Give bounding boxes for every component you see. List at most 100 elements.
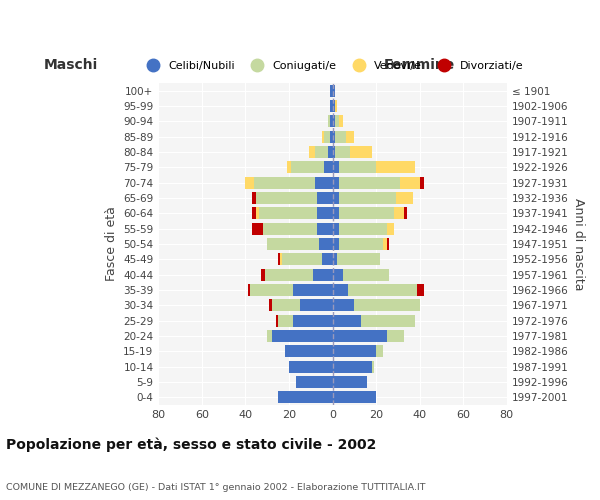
Bar: [387, 330, 404, 342]
Bar: [293, 315, 332, 326]
Bar: [267, 330, 272, 342]
Bar: [332, 346, 376, 358]
Bar: [332, 146, 335, 158]
Bar: [300, 300, 332, 312]
Bar: [267, 238, 319, 250]
Bar: [332, 268, 343, 280]
Bar: [272, 300, 300, 312]
Y-axis label: Anni di nascita: Anni di nascita: [572, 198, 585, 290]
Bar: [272, 330, 332, 342]
Bar: [350, 146, 372, 158]
Bar: [355, 300, 419, 312]
Bar: [328, 146, 332, 158]
Bar: [332, 162, 339, 173]
Bar: [308, 146, 315, 158]
Bar: [265, 268, 313, 280]
Bar: [339, 192, 395, 204]
Bar: [324, 130, 331, 142]
Bar: [339, 162, 376, 173]
Y-axis label: Fasce di età: Fasce di età: [105, 206, 118, 282]
Bar: [269, 300, 272, 312]
Bar: [335, 146, 350, 158]
Bar: [284, 346, 332, 358]
Bar: [263, 222, 317, 234]
Bar: [419, 176, 424, 188]
Bar: [343, 268, 389, 280]
Bar: [276, 315, 278, 326]
Bar: [335, 130, 346, 142]
Bar: [331, 116, 332, 128]
Bar: [296, 376, 332, 388]
Bar: [332, 222, 339, 234]
Bar: [328, 116, 331, 128]
Bar: [387, 238, 389, 250]
Bar: [332, 100, 335, 112]
Bar: [332, 300, 355, 312]
Bar: [400, 176, 419, 188]
Bar: [332, 330, 387, 342]
Bar: [256, 208, 259, 220]
Bar: [404, 208, 407, 220]
Bar: [339, 176, 400, 188]
Bar: [324, 162, 332, 173]
Bar: [331, 100, 332, 112]
Bar: [280, 254, 283, 266]
Text: Maschi: Maschi: [44, 58, 98, 71]
Bar: [383, 238, 387, 250]
Bar: [395, 192, 413, 204]
Bar: [322, 130, 324, 142]
Text: Popolazione per età, sesso e stato civile - 2002: Popolazione per età, sesso e stato civil…: [6, 438, 376, 452]
Bar: [346, 130, 355, 142]
Bar: [317, 192, 332, 204]
Text: Femmine: Femmine: [384, 58, 455, 71]
Bar: [332, 315, 361, 326]
Bar: [332, 361, 372, 373]
Bar: [332, 208, 339, 220]
Bar: [259, 208, 317, 220]
Bar: [332, 116, 335, 128]
Bar: [278, 392, 332, 404]
Bar: [332, 376, 367, 388]
Bar: [331, 84, 332, 96]
Bar: [250, 284, 293, 296]
Legend: Celibi/Nubili, Coniugati/e, Vedovi/e, Divorziati/e: Celibi/Nubili, Coniugati/e, Vedovi/e, Di…: [137, 56, 528, 75]
Bar: [278, 315, 293, 326]
Bar: [331, 130, 332, 142]
Bar: [256, 192, 317, 204]
Bar: [372, 361, 374, 373]
Bar: [317, 222, 332, 234]
Bar: [248, 284, 250, 296]
Bar: [332, 392, 376, 404]
Bar: [335, 100, 337, 112]
Bar: [283, 254, 322, 266]
Bar: [291, 162, 324, 173]
Bar: [252, 222, 263, 234]
Text: COMUNE DI MEZZANEGO (GE) - Dati ISTAT 1° gennaio 2002 - Elaborazione TUTTITALIA.: COMUNE DI MEZZANEGO (GE) - Dati ISTAT 1°…: [6, 484, 425, 492]
Bar: [261, 268, 265, 280]
Bar: [245, 176, 254, 188]
Bar: [394, 208, 404, 220]
Bar: [337, 254, 380, 266]
Bar: [252, 208, 256, 220]
Bar: [339, 208, 394, 220]
Bar: [317, 208, 332, 220]
Bar: [254, 176, 315, 188]
Bar: [361, 315, 415, 326]
Bar: [332, 84, 335, 96]
Bar: [322, 254, 332, 266]
Bar: [339, 116, 343, 128]
Bar: [332, 238, 339, 250]
Bar: [315, 176, 332, 188]
Bar: [332, 192, 339, 204]
Bar: [348, 284, 418, 296]
Bar: [313, 268, 332, 280]
Bar: [287, 162, 291, 173]
Bar: [335, 116, 339, 128]
Bar: [332, 254, 337, 266]
Bar: [332, 176, 339, 188]
Bar: [418, 284, 424, 296]
Bar: [319, 238, 332, 250]
Bar: [339, 238, 383, 250]
Bar: [289, 361, 332, 373]
Bar: [332, 130, 335, 142]
